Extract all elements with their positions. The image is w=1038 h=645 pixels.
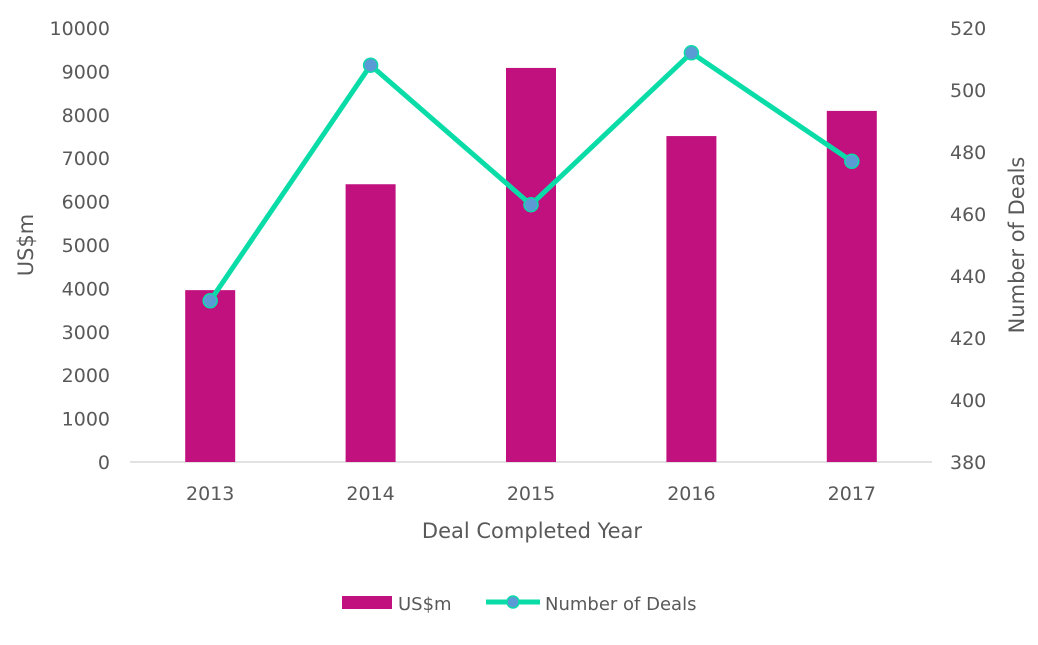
point-2016 bbox=[683, 45, 700, 61]
y-axis-label: US$m bbox=[14, 214, 38, 277]
y-tick-label: 9000 bbox=[62, 61, 110, 83]
y2-tick-label: 400 bbox=[950, 390, 986, 412]
point-2013 bbox=[202, 293, 218, 309]
y-tick-label: 7000 bbox=[62, 148, 110, 170]
x-tick-label: 2013 bbox=[186, 483, 234, 505]
point-2015 bbox=[523, 196, 539, 213]
y2-tick-label: 420 bbox=[950, 328, 986, 350]
legend-swatch-bar bbox=[342, 596, 392, 609]
legend-label-line: Number of Deals bbox=[545, 594, 696, 615]
y2-tick-label: 480 bbox=[950, 142, 986, 164]
y-tick-label: 8000 bbox=[62, 105, 110, 127]
y2-tick-label: 380 bbox=[950, 452, 986, 474]
point-2014 bbox=[362, 57, 379, 73]
y-tick-label: 3000 bbox=[62, 322, 110, 344]
y-tick-label: 1000 bbox=[62, 409, 110, 431]
y2-tick-label: 440 bbox=[950, 266, 986, 288]
y2-tick-label: 520 bbox=[950, 18, 986, 40]
y-tick-label: 5000 bbox=[62, 235, 110, 257]
bar-2014 bbox=[345, 184, 396, 463]
y-tick-label: 6000 bbox=[62, 192, 110, 214]
y-tick-label: 0 bbox=[98, 452, 110, 474]
y-tick-label: 2000 bbox=[62, 365, 110, 387]
x-axis-label: Deal Completed Year bbox=[422, 519, 643, 543]
y-tick-label: 10000 bbox=[50, 18, 110, 40]
bar-2015 bbox=[506, 67, 556, 462]
y-tick-label: 4000 bbox=[62, 278, 110, 300]
y2-tick-label: 460 bbox=[950, 204, 986, 226]
point-2017 bbox=[844, 153, 860, 170]
x-tick-label: 2015 bbox=[507, 483, 555, 505]
legend-label-bar: US$m bbox=[398, 594, 452, 615]
bar-2017 bbox=[826, 110, 877, 463]
legend: US$m Number of Deals bbox=[342, 594, 696, 615]
bar-2016 bbox=[666, 136, 717, 463]
bar-2013 bbox=[185, 290, 236, 462]
x-tick-label: 2014 bbox=[346, 483, 394, 505]
y2-axis-label: Number of Deals bbox=[1005, 157, 1029, 334]
x-tick-label: 2016 bbox=[667, 483, 715, 505]
legend-marker bbox=[506, 595, 520, 609]
x-tick-label: 2017 bbox=[828, 483, 876, 505]
y2-tick-label: 500 bbox=[950, 80, 986, 102]
